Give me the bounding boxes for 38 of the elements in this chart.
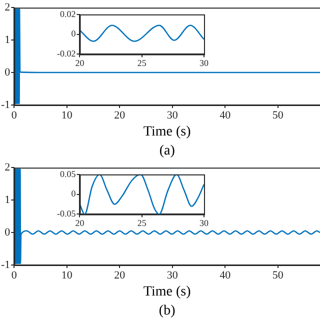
line-series [14,8,320,104]
x-axis-title: Time (s) [143,124,192,140]
x-tick-label: 20 [75,58,85,68]
y-tick-label: -0.02 [56,48,76,59]
x-tick-label: 30 [166,269,178,282]
y-tick-label: 1 [4,34,10,46]
x-tick-label: 40 [220,269,232,282]
x-tick-label: 30 [200,58,209,68]
text: (b) [158,304,176,319]
x-tick-label: 50 [272,109,284,122]
text: (a) [159,144,176,159]
x-tick-label: 20 [75,218,85,228]
x-axis-title: Time (s) [143,284,192,300]
x-tick-label: 10 [61,109,73,122]
y-tick-label: -1 [0,98,10,111]
x-tick-label: 30 [200,218,209,228]
y-tick-label: -0.05 [56,208,76,219]
x-tick-label: 30 [166,109,178,122]
y-tick-label: 1 [4,194,10,206]
line-series [80,24,204,42]
y-tick-label: -1 [0,258,10,271]
y-tick-label: 2 [4,161,10,174]
x-tick-label: 25 [137,58,147,68]
x-tick-label: 50 [272,269,284,282]
y-tick-label: 0 [4,226,11,238]
line-series [14,168,320,264]
line-series [80,174,204,214]
y-tick-label: 2 [4,1,10,14]
x-tick-label: 25 [137,218,147,228]
y-tick-label: 0.05 [60,168,76,179]
y-tick-label: 0 [71,28,76,39]
x-tick-label: 40 [220,109,232,122]
x-tick-label: 20 [114,269,126,282]
y-tick-label: 0 [4,66,11,78]
x-tick-label: 20 [114,109,126,122]
y-tick-label: 0 [71,188,76,199]
y-tick-label: 0.02 [60,8,76,19]
x-tick-label: 10 [61,269,73,282]
